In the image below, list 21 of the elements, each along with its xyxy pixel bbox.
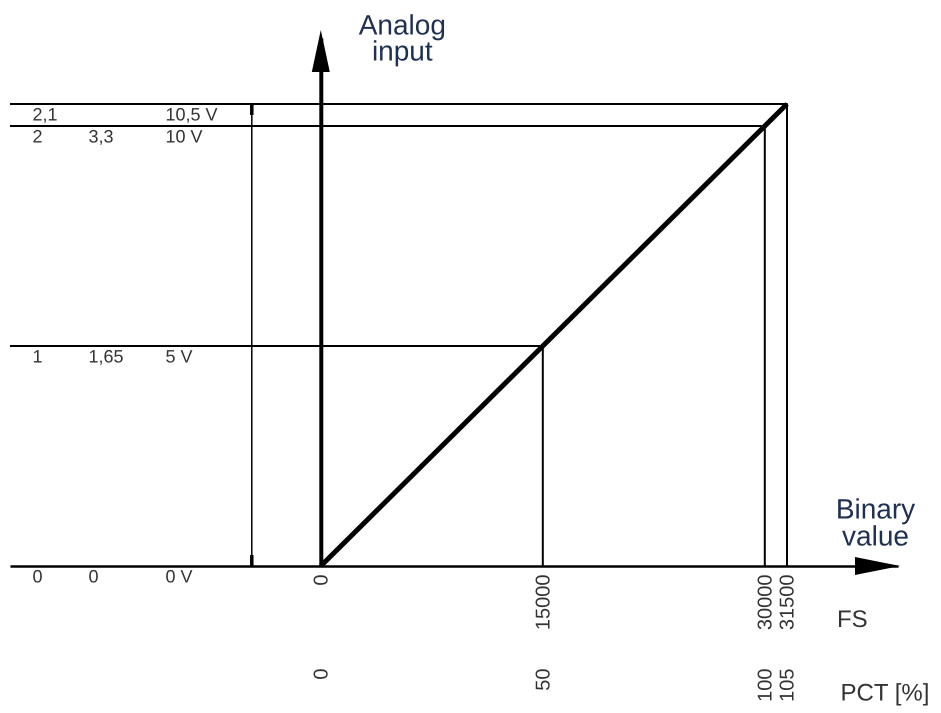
y-tick-label: 10,5 V — [166, 104, 218, 124]
y-axis-title: Analog input — [358, 10, 446, 66]
y2-tick-label: 2 — [32, 126, 43, 146]
x-tick-label: 15000 — [532, 574, 554, 630]
x2-tick-label: 100 — [754, 668, 776, 702]
x-axis-title: Binary value — [836, 494, 916, 552]
y2-tick-label: 2,1 — [32, 104, 58, 124]
x2-tick-label: 105 — [776, 668, 798, 702]
x2-axis-title: PCT [%] — [840, 680, 930, 706]
y-tick-label: 0 V — [166, 566, 193, 586]
x-tick-label: 31500 — [776, 574, 798, 630]
y-tick-label: 5 V — [166, 346, 193, 366]
y-tick-label: 10 V — [166, 126, 203, 146]
y3-tick-label: 1,65 — [88, 346, 124, 366]
x-tick-label: 30000 — [754, 574, 776, 630]
x-tick-label: 0 — [310, 574, 332, 586]
y3-tick-label: 3,3 — [88, 126, 114, 146]
text: FS — [837, 606, 868, 633]
x2-tick-label: 0 — [310, 668, 332, 680]
x2-tick-label: 50 — [532, 668, 554, 691]
y2-tick-label: 1 — [32, 346, 43, 366]
